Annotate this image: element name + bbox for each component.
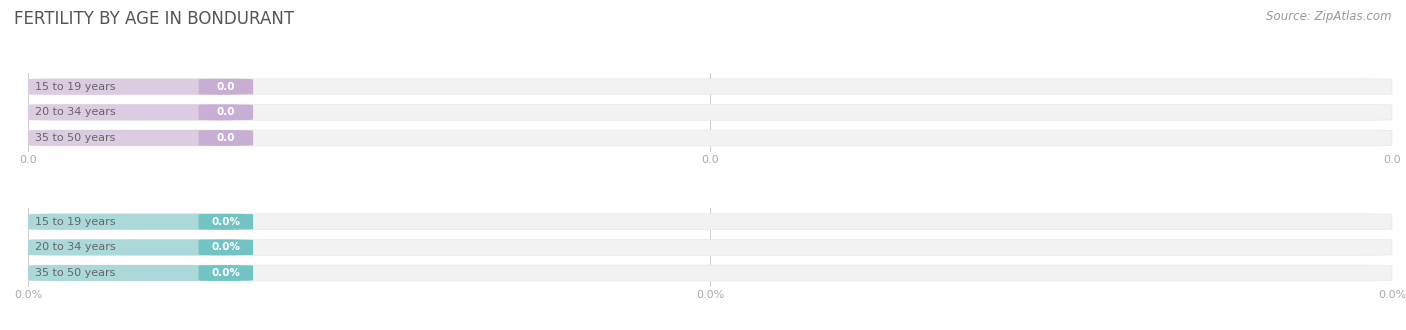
FancyBboxPatch shape [28,240,1392,255]
Text: 0.0%: 0.0% [211,217,240,227]
Text: 35 to 50 years: 35 to 50 years [35,133,115,143]
Text: 0.0: 0.0 [217,133,235,143]
FancyBboxPatch shape [28,130,239,146]
FancyBboxPatch shape [28,214,239,230]
FancyBboxPatch shape [28,265,1392,281]
Text: 20 to 34 years: 20 to 34 years [35,242,115,252]
FancyBboxPatch shape [198,240,253,255]
Text: Source: ZipAtlas.com: Source: ZipAtlas.com [1267,10,1392,23]
FancyBboxPatch shape [198,79,253,95]
Text: 0.0: 0.0 [217,82,235,92]
Text: 0.0%: 0.0% [211,268,240,278]
FancyBboxPatch shape [28,104,1392,120]
Text: 0.0%: 0.0% [211,242,240,252]
FancyBboxPatch shape [28,214,1392,230]
FancyBboxPatch shape [28,130,1392,146]
Text: 0.0: 0.0 [217,107,235,117]
FancyBboxPatch shape [28,240,239,255]
FancyBboxPatch shape [28,79,1392,95]
Text: 35 to 50 years: 35 to 50 years [35,268,115,278]
FancyBboxPatch shape [198,214,253,230]
FancyBboxPatch shape [198,265,253,281]
FancyBboxPatch shape [198,104,253,120]
Text: 15 to 19 years: 15 to 19 years [35,82,115,92]
Text: FERTILITY BY AGE IN BONDURANT: FERTILITY BY AGE IN BONDURANT [14,10,294,28]
FancyBboxPatch shape [28,265,239,281]
FancyBboxPatch shape [28,79,239,95]
FancyBboxPatch shape [198,130,253,146]
FancyBboxPatch shape [28,104,239,120]
Text: 20 to 34 years: 20 to 34 years [35,107,115,117]
Text: 15 to 19 years: 15 to 19 years [35,217,115,227]
